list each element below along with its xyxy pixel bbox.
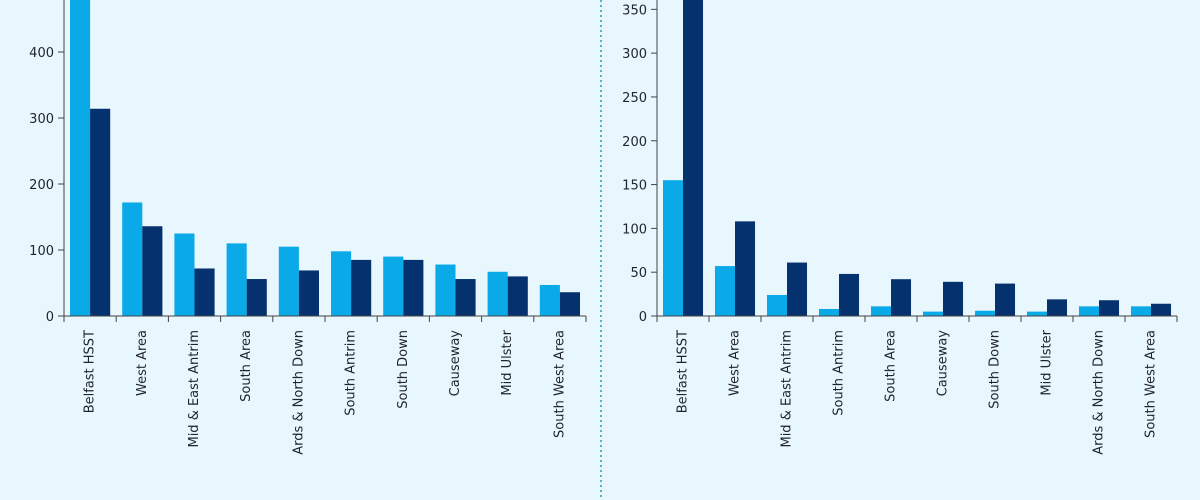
bar-light-8 [1026, 311, 1047, 316]
category-label: Causeway [936, 330, 951, 397]
y-tick-label: 100 [29, 244, 54, 259]
bar-light-2 [714, 266, 735, 316]
category-label: Ards & North Down [291, 330, 306, 455]
bar-light-9 [487, 271, 508, 316]
bar-dark-6 [351, 259, 372, 316]
bar-dark-1 [683, 0, 704, 316]
bar-dark-3 [194, 268, 215, 316]
category-label: West Area [135, 330, 150, 396]
category-label: South West Area [1144, 330, 1159, 438]
bar-light-3 [766, 294, 787, 316]
y-tick-label: 300 [29, 112, 54, 127]
bar-dark-4 [839, 273, 860, 316]
bar-dark-7 [403, 259, 424, 316]
bar-dark-4 [246, 279, 267, 316]
y-tick-label: 0 [46, 310, 54, 325]
category-label: Belfast HSST [676, 330, 691, 413]
category-label: Belfast HSST [83, 330, 98, 413]
bar-light-7 [383, 256, 404, 316]
bar-dark-9 [507, 276, 528, 316]
chart-2: 0 50 100 150 200 250 300 350 Belfast HSST West Ar… [622, 0, 1178, 455]
y-tick-label: 100 [622, 222, 647, 237]
category-label: Mid & East Antrim [780, 330, 795, 448]
bar-light-2 [122, 202, 143, 316]
y-tick-label: 50 [630, 266, 647, 281]
category-label: South Area [884, 330, 899, 402]
bar-dark-7 [995, 283, 1016, 316]
bar-dark-9 [1099, 300, 1120, 316]
y-tick-label: 200 [622, 135, 647, 150]
bar-dark-5 [891, 279, 912, 316]
bar-light-3 [174, 233, 195, 316]
bar-dark-10 [559, 292, 580, 316]
y-tick-label: 200 [29, 178, 54, 193]
category-label: South West Area [552, 330, 567, 438]
bar-dark-2 [735, 221, 756, 316]
bar-light-4 [226, 243, 247, 316]
category-label: West Area [728, 330, 743, 396]
y-tick-label: 350 [622, 3, 647, 18]
chart-1: 0 100 200 300 400 Belfast HSST West Area Mid & … [29, 0, 587, 455]
category-label: South Down [396, 330, 411, 409]
bar-dark-3 [787, 262, 808, 316]
bar-dark-2 [142, 226, 163, 316]
bar-light-4 [818, 308, 839, 316]
bar-light-1 [662, 180, 683, 316]
category-label: South Down [988, 330, 1003, 409]
bar-dark-8 [455, 279, 476, 316]
category-label: Causeway [448, 330, 463, 397]
bar-light-6 [331, 251, 352, 316]
category-label: South Antrim [344, 330, 359, 416]
bar-dark-6 [943, 281, 964, 316]
bar-light-9 [1078, 306, 1099, 316]
category-label: Mid Ulster [500, 329, 515, 395]
bar-light-7 [974, 310, 995, 316]
bar-light-10 [539, 284, 560, 316]
bar-dark-5 [298, 270, 319, 316]
bar-dark-10 [1151, 303, 1172, 316]
bar-light-10 [1130, 306, 1151, 316]
bar-dark-8 [1047, 299, 1068, 316]
bar-light-6 [922, 311, 943, 316]
y-tick-label: 0 [639, 310, 647, 325]
bar-light-1 [70, 0, 91, 316]
bar-light-8 [435, 264, 456, 316]
y-tick-label: 250 [622, 91, 647, 106]
category-label: Mid & East Antrim [187, 330, 202, 448]
y-tick-label: 300 [622, 47, 647, 62]
category-label: Ards & North Down [1092, 330, 1107, 455]
category-label: South Antrim [832, 330, 847, 416]
y-tick-label: 400 [29, 46, 54, 61]
bar-dark-1 [90, 108, 111, 316]
bar-light-5 [278, 246, 299, 316]
category-label: South Area [239, 330, 254, 402]
bar-light-5 [870, 306, 891, 316]
category-label: Mid Ulster [1040, 329, 1055, 395]
y-tick-label: 150 [622, 179, 647, 194]
